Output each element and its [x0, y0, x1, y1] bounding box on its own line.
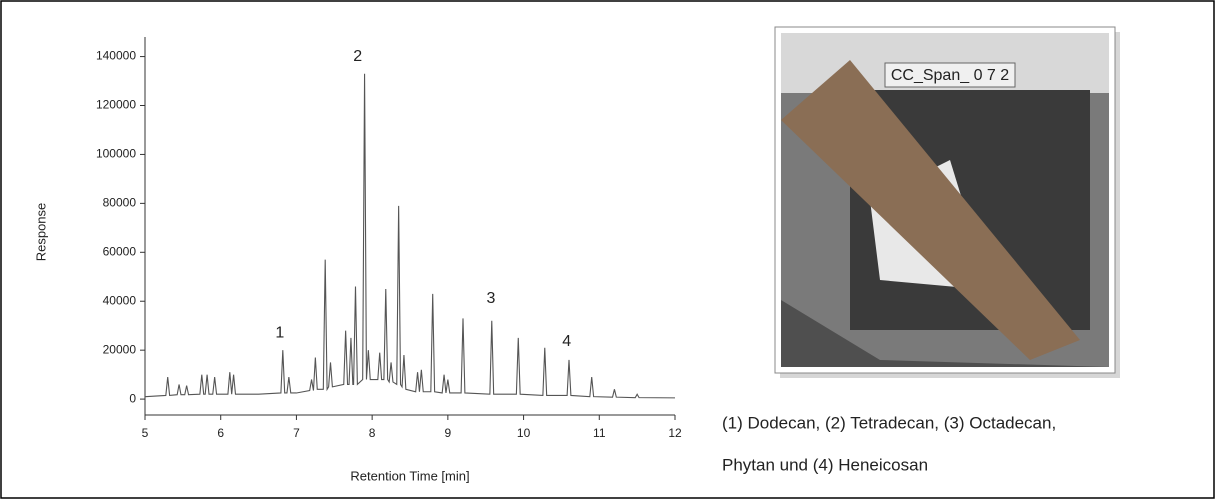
y-tick-label: 60000	[103, 244, 137, 258]
x-tick-label: 8	[369, 426, 376, 440]
caption-line: Phytan und (4) Heneicosan	[722, 455, 928, 474]
x-tick-label: 11	[593, 426, 606, 440]
y-tick-label: 40000	[103, 293, 137, 307]
y-tick-label: 80000	[103, 196, 137, 210]
y-tick-label: 120000	[96, 98, 136, 112]
y-axis-label: Response	[33, 203, 48, 262]
x-tick-label: 7	[293, 426, 300, 440]
y-tick-label: 140000	[96, 49, 136, 63]
peak-annotation: 1	[275, 324, 284, 341]
caption-line: (1) Dodecan, (2) Tetradecan, (3) Octadec…	[722, 413, 1056, 432]
x-tick-label: 10	[517, 426, 531, 440]
peak-annotation: 3	[487, 290, 496, 307]
x-tick-label: 12	[668, 426, 682, 440]
peak-annotation: 4	[562, 333, 571, 350]
y-tick-label: 20000	[103, 342, 137, 356]
x-axis-label: Retention Time [min]	[350, 468, 469, 483]
photo	[774, 26, 1116, 374]
y-tick-label: 100000	[96, 147, 136, 161]
peak-annotation: 2	[353, 48, 362, 65]
chromatogram-line	[144, 73, 676, 399]
photo-label: CC_Span_ 0 7 2	[891, 67, 1009, 84]
y-tick-label: 0	[129, 391, 136, 405]
x-tick-label: 5	[142, 426, 149, 440]
x-tick-label: 9	[445, 426, 452, 440]
x-tick-label: 6	[217, 426, 224, 440]
